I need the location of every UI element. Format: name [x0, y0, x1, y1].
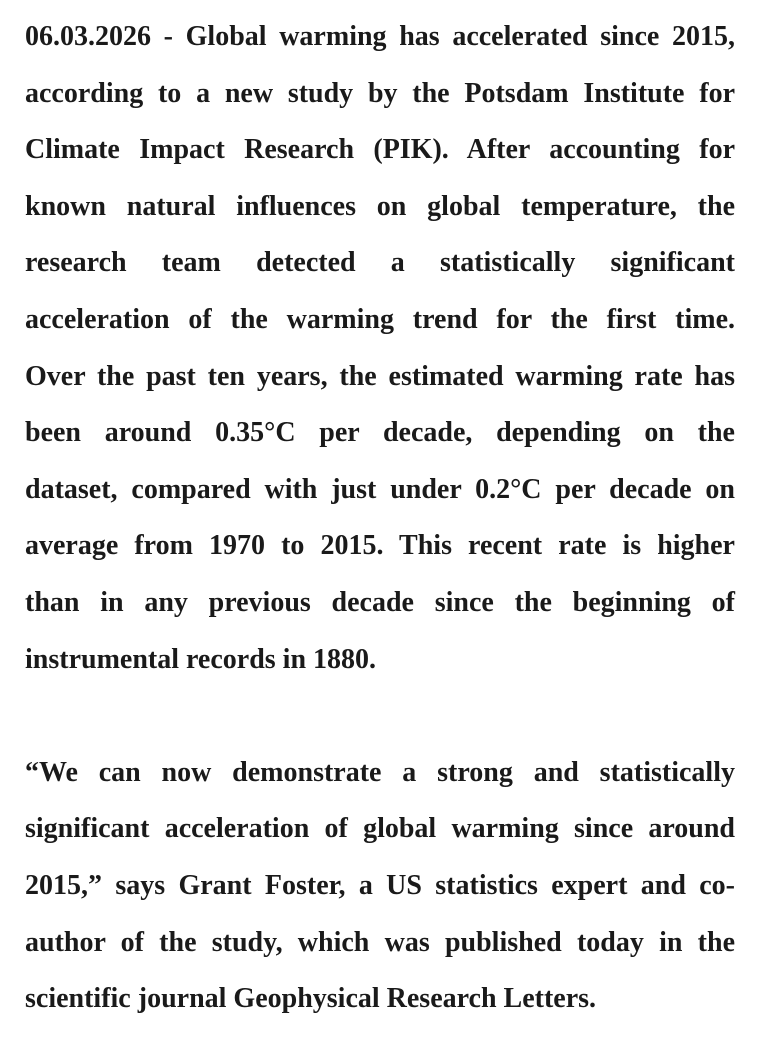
text-line: author of the study, which was published…: [25, 926, 735, 958]
text-line: been around 0.35°C per decade, depending…: [25, 417, 735, 449]
text-line: research team detected a statistically s…: [25, 247, 735, 279]
text-line: scientific journal Geophysical Research …: [25, 983, 597, 1015]
text-line: known natural influences on global tempe…: [25, 190, 735, 222]
text-line: Over the past ten years, the estimated w…: [25, 360, 735, 392]
paragraph-quote: “We can now demonstrate a strong and sta…: [25, 745, 735, 1028]
text-line: than in any previous decade since the be…: [25, 586, 735, 618]
text-line: according to a new study by the Potsdam …: [25, 77, 735, 109]
text-line: instrumental records in 1880.: [25, 643, 377, 675]
text-line: dataset, compared with just under 0.2°C …: [25, 473, 735, 505]
text-line: acceleration of the warming trend for th…: [25, 303, 735, 335]
text-line: 2015,” says Grant Foster, a US statistic…: [25, 869, 735, 901]
text-line: “We can now demonstrate a strong and sta…: [25, 756, 735, 788]
text-line: average from 1970 to 2015. This recent r…: [25, 530, 735, 562]
paragraph-spacer: [25, 688, 735, 745]
text-line: Climate Impact Research (PIK). After acc…: [25, 134, 735, 166]
text-line: significant acceleration of global warmi…: [25, 813, 735, 845]
paragraph-intro: 06.03.2026 - Global warming has accelera…: [25, 9, 735, 688]
text-line: 06.03.2026 - Global warming has accelera…: [25, 21, 735, 52]
